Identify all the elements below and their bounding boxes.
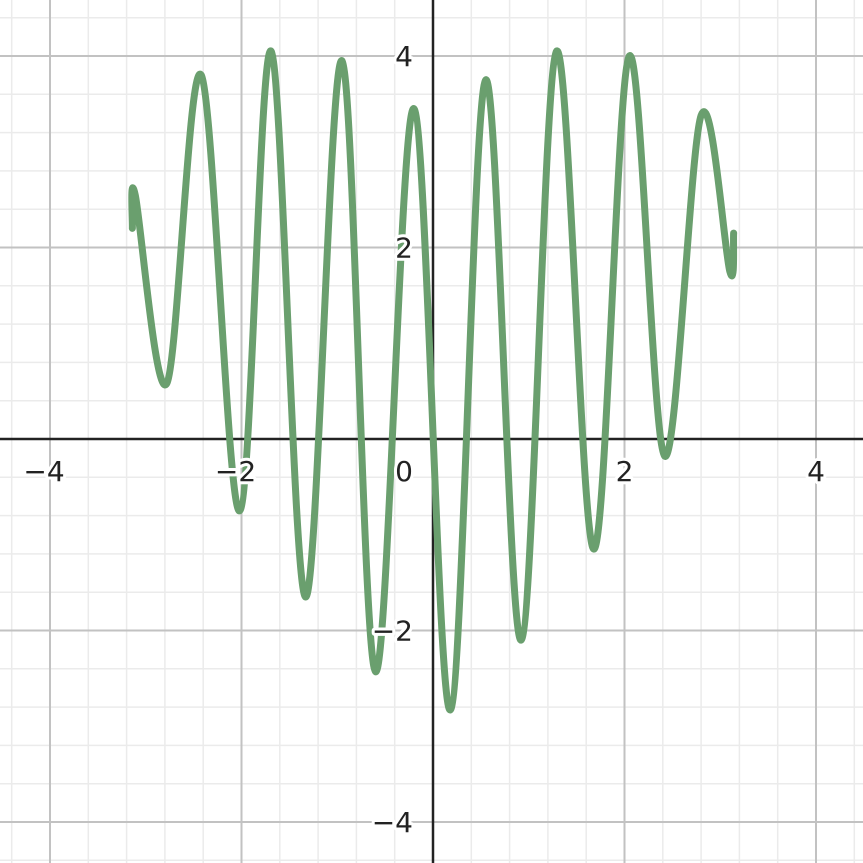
y-tick-label: 4 [395, 40, 413, 73]
y-tick-label: −2 [372, 615, 413, 648]
x-tick-label: 2 [616, 455, 634, 488]
series-line-0 [128, 47, 738, 714]
origin-label: 0 [395, 455, 413, 488]
series-layer [128, 47, 738, 714]
x-tick-label: 4 [807, 455, 825, 488]
y-tick-label: 2 [395, 232, 413, 265]
x-tick-label: −2 [215, 455, 256, 488]
tick-labels: −4 −2 2 4 −4 −2 2 4 0 [20, 37, 828, 842]
y-tick-label: −4 [372, 806, 413, 839]
x-tick-label: −4 [23, 455, 64, 488]
